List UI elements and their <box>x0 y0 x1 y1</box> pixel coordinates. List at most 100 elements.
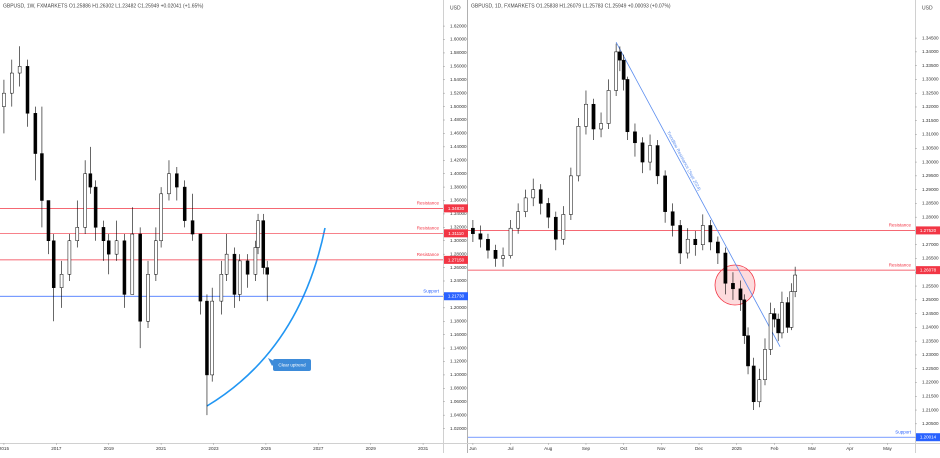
candle-body <box>670 211 675 226</box>
x-tick-label: Dec <box>695 446 704 451</box>
candle-body <box>640 142 645 163</box>
y-tick-label: 1.50000 <box>450 104 467 109</box>
candle-body <box>746 335 750 367</box>
x-tick-label: 2021 <box>156 446 167 451</box>
candle-body <box>591 103 596 130</box>
x-tick-label: 2019 <box>104 446 115 451</box>
x-tick-label: Oct <box>620 446 628 451</box>
x-tick-label: Aug <box>544 446 553 451</box>
candle-body <box>523 197 528 212</box>
candle-body <box>265 267 269 275</box>
y-tick-label: 1.04000 <box>450 412 467 417</box>
y-tick-label: 1.58000 <box>450 50 467 55</box>
candle-body <box>742 299 747 336</box>
currency-label: USD <box>922 5 933 11</box>
candle-body <box>553 216 558 240</box>
x-tick-label: 2017 <box>51 446 62 451</box>
x-tick-label: Nov <box>657 446 666 451</box>
candle-body <box>46 200 51 242</box>
level-value-label: 1.27520 <box>920 228 937 233</box>
y-tick-label: 1.29500 <box>922 173 939 178</box>
y-tick-label: 1.38000 <box>450 184 467 189</box>
trendline <box>615 42 781 347</box>
candle-body <box>757 379 762 403</box>
y-tick-label: 1.44000 <box>450 144 467 149</box>
y-tick-label: 1.25000 <box>922 297 939 302</box>
level-value-label: 1.21730 <box>448 294 465 299</box>
y-tick-label: 1.24500 <box>922 311 939 316</box>
x-tick-label: 2031 <box>418 446 429 451</box>
level-value-box <box>916 266 940 275</box>
x-tick-label: Mar <box>808 446 816 451</box>
y-tick-label: 1.31500 <box>922 118 939 123</box>
y-tick-label: 1.14000 <box>450 345 467 350</box>
candle-body <box>655 145 660 177</box>
y-tick-label: 1.28500 <box>922 201 939 206</box>
level-label: Resistance <box>417 201 440 206</box>
level-value-box <box>444 229 468 238</box>
level-value-box <box>916 433 940 442</box>
chart-header: GBPUSD, 1W, FXMARKETS O1.25886 H1.26302 … <box>3 3 204 9</box>
y-tick-label: 1.32500 <box>922 90 939 95</box>
level-value-box <box>444 292 468 301</box>
candle-body <box>256 220 260 248</box>
y-tick-label: 1.02000 <box>450 426 467 431</box>
candle-body <box>154 240 158 275</box>
y-tick-label: 1.31000 <box>922 132 939 137</box>
y-tick-label: 1.28000 <box>450 251 467 256</box>
x-tick-label: 2025 <box>732 446 743 451</box>
candle-body <box>486 238 490 251</box>
candle-body <box>471 227 475 234</box>
candle-body <box>663 175 667 212</box>
candle-body <box>546 203 551 218</box>
y-tick-label: 1.22500 <box>922 366 939 371</box>
x-tick-label: 2029 <box>366 446 377 451</box>
level-label: Support <box>895 429 912 434</box>
candle-body <box>625 79 630 133</box>
candle-body <box>210 300 214 376</box>
x-tick-label: Sep <box>582 446 591 451</box>
uptrend-curve <box>206 227 326 407</box>
candle-body <box>33 113 38 154</box>
x-tick-label: Jul <box>508 446 514 451</box>
currency-label: USD <box>450 5 461 11</box>
candle-body <box>93 186 98 228</box>
y-tick-label: 1.32000 <box>450 225 467 230</box>
candle-body <box>789 291 794 328</box>
candle-body <box>114 240 119 255</box>
y-tick-label: 1.16000 <box>450 332 467 337</box>
level-label: Resistance <box>417 225 440 230</box>
y-tick-label: 1.30000 <box>450 238 467 243</box>
candle-body <box>763 349 767 380</box>
y-tick-label: 1.25500 <box>922 283 939 288</box>
y-tick-label: 1.28000 <box>922 214 939 219</box>
x-tick-label: 2025 <box>261 446 272 451</box>
y-tick-label: 1.26500 <box>922 256 939 261</box>
y-tick-label: 1.21500 <box>922 393 939 398</box>
candle-body <box>205 300 209 376</box>
x-tick-label: May <box>883 446 892 451</box>
y-tick-label: 1.34000 <box>922 49 939 54</box>
candle-body <box>40 153 44 201</box>
x-tick-label: 2015 <box>0 446 9 451</box>
candle-body <box>190 220 195 235</box>
y-tick-label: 1.30000 <box>922 159 939 164</box>
candle-body <box>493 249 498 259</box>
y-tick-label: 1.27000 <box>922 242 939 247</box>
y-tick-label: 1.12000 <box>450 359 467 364</box>
level-label: Support <box>423 288 440 293</box>
y-tick-label: 1.23500 <box>922 338 939 343</box>
candle-body <box>51 240 56 288</box>
level-label: Resistance <box>417 252 440 257</box>
y-tick-label: 1.08000 <box>450 386 467 391</box>
y-tick-label: 1.33000 <box>922 77 939 82</box>
y-tick-label: 1.18000 <box>450 318 467 323</box>
y-tick-label: 1.24000 <box>922 325 939 330</box>
candle-body <box>175 173 179 188</box>
x-tick-label: Jun <box>469 446 477 451</box>
level-value-box <box>444 255 468 264</box>
candle-body <box>614 51 618 91</box>
candle-body <box>219 274 224 302</box>
candle-body <box>685 238 690 254</box>
y-tick-label: 1.26000 <box>450 265 467 270</box>
